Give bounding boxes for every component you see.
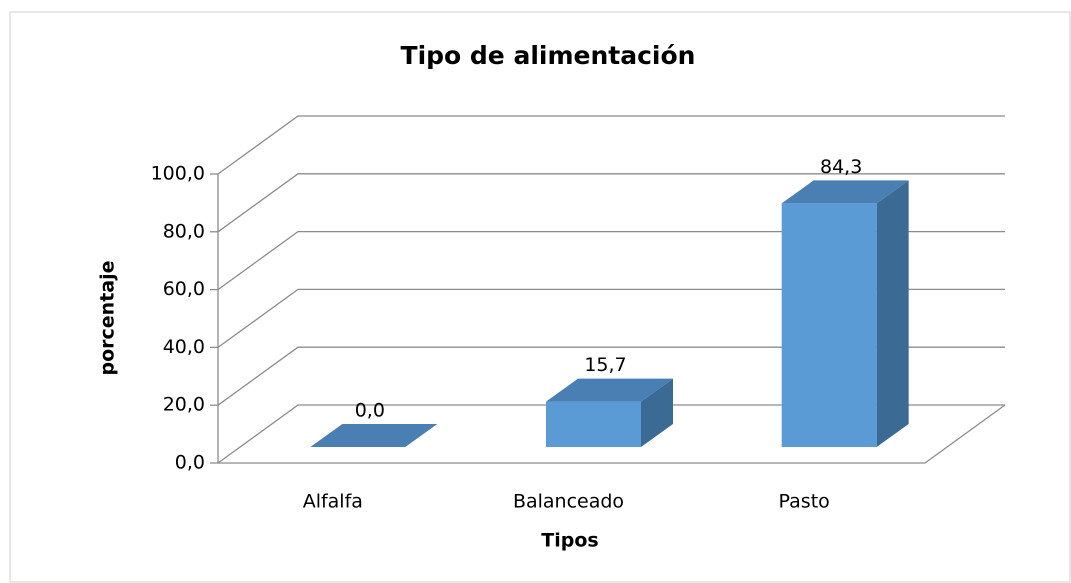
y-tick-label: 60,0 [163, 278, 205, 300]
bar [546, 378, 673, 447]
bar-side [641, 378, 673, 447]
grid-line [217, 115, 1005, 175]
bar-top [546, 378, 673, 402]
grid-line [217, 230, 1005, 291]
grid-line [217, 288, 1005, 348]
bar-top [781, 180, 909, 204]
y-tick-label: 100,0 [151, 163, 205, 185]
y-tick-label: 80,0 [163, 220, 205, 242]
grid-line [217, 404, 1005, 464]
value-label: 84,3 [820, 156, 862, 178]
y-tick-label: 20,0 [163, 394, 205, 416]
bar-front [781, 203, 877, 447]
x-tick-label: Balanceado [513, 491, 624, 513]
grid-line [217, 346, 1005, 406]
bar [781, 180, 909, 448]
bar [310, 424, 438, 447]
bar-top [310, 424, 438, 447]
y-tick-label: 40,0 [163, 336, 205, 358]
bar-side [876, 180, 909, 448]
value-label: 0,0 [355, 400, 385, 422]
floor [218, 404, 1006, 464]
grid-line [217, 173, 1005, 233]
chart-title: Tipo de alimentación [401, 41, 696, 70]
x-tick-label: Alfalfa [303, 491, 363, 513]
bar-front [546, 401, 641, 447]
y-tick-label: 0,0 [175, 452, 205, 474]
y-axis-label: porcentaje [97, 260, 119, 375]
x-tick-label: Pasto [779, 491, 830, 513]
x-axis-label: Tipos [541, 530, 598, 552]
value-label: 15,7 [584, 354, 626, 376]
